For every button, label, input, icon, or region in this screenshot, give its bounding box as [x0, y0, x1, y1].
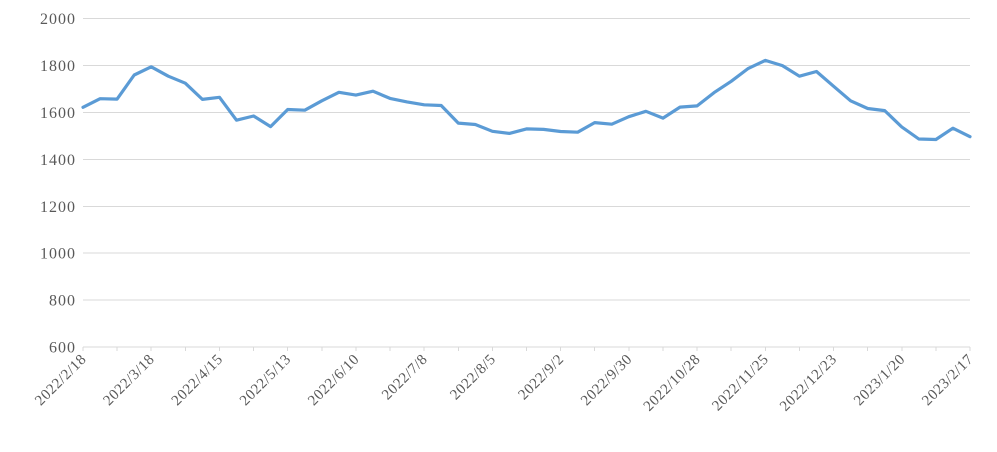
x-axis-label: 2022/9/30 — [578, 352, 636, 410]
x-axis-labels: 2022/2/18 2022/3/18 2022/4/15 2022/5/13 2022… — [32, 352, 977, 415]
x-axis-label: 2022/3/18 — [101, 352, 159, 410]
y-axis-label: 1800 — [40, 58, 76, 75]
x-axis — [82, 346, 971, 351]
x-axis-label: 2022/8/5 — [447, 352, 499, 404]
gridlines — [83, 18, 970, 348]
x-axis-label: 2022/2/18 — [32, 352, 90, 410]
x-axis-label: 2022/6/10 — [305, 352, 363, 410]
x-axis-label: 2022/4/15 — [169, 352, 227, 410]
y-axis-label: 1200 — [40, 199, 76, 216]
y-axis-label: 1600 — [40, 105, 76, 122]
x-axis-label: 2022/12/23 — [777, 352, 840, 415]
y-axis-label: 1000 — [40, 246, 76, 263]
x-axis-label: 2022/5/13 — [237, 352, 295, 410]
x-axis-label: 2022/9/2 — [516, 352, 568, 404]
y-axis-label: 1400 — [40, 152, 76, 169]
y-axis-label: 600 — [49, 340, 76, 357]
x-axis-label: 2023/2/17 — [919, 352, 977, 410]
y-axis-label: 800 — [49, 293, 76, 310]
x-axis-label: 2022/11/25 — [709, 352, 772, 415]
x-axis-label: 2023/1/20 — [851, 352, 909, 410]
y-axis-labels: 600 800 1000 1200 1400 1600 1800 2000 — [40, 11, 76, 357]
x-axis-label: 2022/10/28 — [641, 352, 704, 415]
x-axis-label: 2022/7/8 — [379, 352, 431, 404]
series-line — [81, 58, 972, 142]
y-axis-label: 2000 — [40, 11, 76, 28]
